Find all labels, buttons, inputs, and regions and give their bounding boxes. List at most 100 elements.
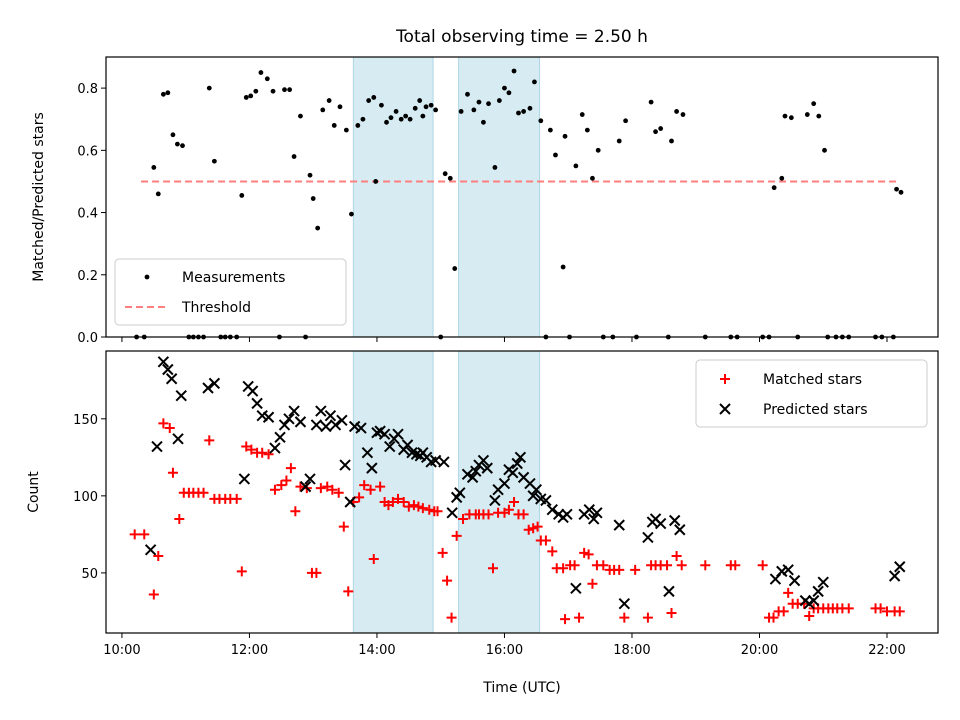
predicted-star-point bbox=[151, 440, 163, 453]
matched-star-point bbox=[619, 612, 630, 623]
matched-star-point bbox=[359, 480, 370, 491]
matched-star-point bbox=[257, 447, 268, 458]
y-tick-label: 100 bbox=[73, 490, 98, 505]
predicted-star-point bbox=[540, 494, 552, 507]
matched-star-point bbox=[338, 521, 349, 532]
matched-star-point bbox=[368, 554, 379, 565]
predicted-star-point bbox=[378, 428, 391, 440]
measurement-point bbox=[388, 115, 394, 121]
measurement-point bbox=[674, 109, 680, 114]
matched-star-point bbox=[518, 509, 529, 520]
matched-star-point bbox=[295, 481, 306, 492]
measurement-point bbox=[393, 109, 399, 114]
matched-star-point bbox=[560, 614, 571, 625]
matched-star-point bbox=[483, 509, 494, 520]
matched-star-point bbox=[204, 435, 215, 446]
matched-star-point bbox=[540, 535, 551, 546]
y-tick-label: 0.4 bbox=[77, 207, 98, 222]
matched-star-point bbox=[333, 487, 344, 498]
measurement-point bbox=[573, 163, 579, 169]
observing-window-0 bbox=[352, 350, 434, 634]
predicted-star-point bbox=[384, 440, 396, 453]
measurement-point bbox=[506, 90, 512, 96]
matched-star-point bbox=[263, 449, 274, 460]
measurement-point bbox=[616, 138, 622, 144]
measurement-point bbox=[253, 88, 259, 94]
matched-star-point bbox=[509, 497, 520, 508]
predicted-star-point bbox=[588, 513, 600, 525]
matched-star-point bbox=[164, 423, 175, 434]
legend-marker-measurements bbox=[144, 274, 150, 280]
predicted-star-point bbox=[299, 480, 312, 493]
matched-star-point bbox=[231, 493, 242, 504]
matched-star-point bbox=[354, 492, 365, 503]
matched-star-point bbox=[167, 467, 178, 478]
matched-star-point bbox=[432, 506, 443, 517]
matched-star-point bbox=[315, 483, 326, 494]
matched-star-point bbox=[285, 463, 296, 474]
measurement-point bbox=[492, 165, 498, 170]
measurement-point bbox=[553, 152, 558, 158]
matched-star-point bbox=[442, 575, 453, 586]
predicted-star-point bbox=[642, 531, 654, 544]
matched-star-point bbox=[579, 547, 590, 558]
observing-window-0 bbox=[352, 56, 434, 338]
matched-star-point bbox=[281, 475, 292, 486]
predicted-star-point bbox=[392, 428, 404, 440]
predicted-star-point bbox=[591, 507, 603, 519]
legend: Measurements Threshold bbox=[114, 258, 347, 326]
measurement-point bbox=[343, 127, 349, 133]
predicted-star-point bbox=[269, 442, 281, 454]
measurement-point bbox=[894, 186, 899, 192]
measurement-point bbox=[779, 175, 785, 181]
predicted-star-point bbox=[489, 494, 501, 507]
predicted-star-point bbox=[583, 504, 595, 516]
legend-marker-matched bbox=[720, 374, 730, 384]
predicted-star-point bbox=[446, 507, 458, 519]
matched-star-point bbox=[198, 487, 209, 498]
y-tick-label: 150 bbox=[73, 413, 98, 428]
measurement-point bbox=[407, 116, 413, 122]
measurement-point bbox=[412, 105, 418, 111]
x-tick-label: 20:00 bbox=[741, 643, 778, 658]
y-tick-label: 0.8 bbox=[77, 82, 98, 97]
predicted-star-point bbox=[361, 446, 374, 459]
matched-star-point bbox=[241, 441, 252, 452]
measurement-point bbox=[538, 118, 544, 124]
measurement-point bbox=[822, 147, 827, 153]
matched-star-point bbox=[276, 480, 287, 491]
predicted-star-point bbox=[618, 598, 631, 610]
measurement-point bbox=[811, 101, 817, 107]
predicted-star-point bbox=[315, 405, 327, 417]
measurement-point bbox=[155, 191, 161, 197]
predicted-star-point bbox=[278, 419, 291, 431]
y-tick-label: 0.6 bbox=[77, 144, 98, 159]
measurement-point bbox=[355, 123, 361, 128]
legend-box bbox=[695, 359, 928, 428]
measurement-point bbox=[653, 129, 658, 135]
legend-label-matched: Matched stars bbox=[763, 372, 862, 388]
plot-frame bbox=[105, 350, 939, 634]
measurement-point bbox=[398, 116, 404, 122]
measurement-point bbox=[243, 95, 249, 100]
x-tick-label: 16:00 bbox=[486, 643, 523, 658]
measurement-point bbox=[481, 119, 486, 125]
predicted-star-point bbox=[663, 585, 675, 598]
matched-star-point bbox=[642, 612, 653, 623]
predicted-star-point bbox=[527, 490, 539, 502]
predicted-star-point bbox=[165, 373, 178, 385]
matched-star-point bbox=[574, 612, 585, 623]
chart-title: Total observing time = 2.50 h bbox=[395, 27, 648, 47]
matched-star-point bbox=[446, 612, 457, 623]
predicted-star-point bbox=[329, 419, 342, 431]
matched-star-point bbox=[662, 560, 673, 571]
measurement-point bbox=[423, 104, 429, 110]
measurement-point bbox=[287, 87, 293, 93]
predicted-star-point bbox=[175, 389, 187, 402]
matched-star-point bbox=[558, 563, 569, 574]
measurement-point bbox=[502, 85, 507, 91]
measurement-point bbox=[590, 175, 595, 181]
measurement-point bbox=[669, 138, 674, 144]
predicted-star-point bbox=[304, 473, 316, 485]
